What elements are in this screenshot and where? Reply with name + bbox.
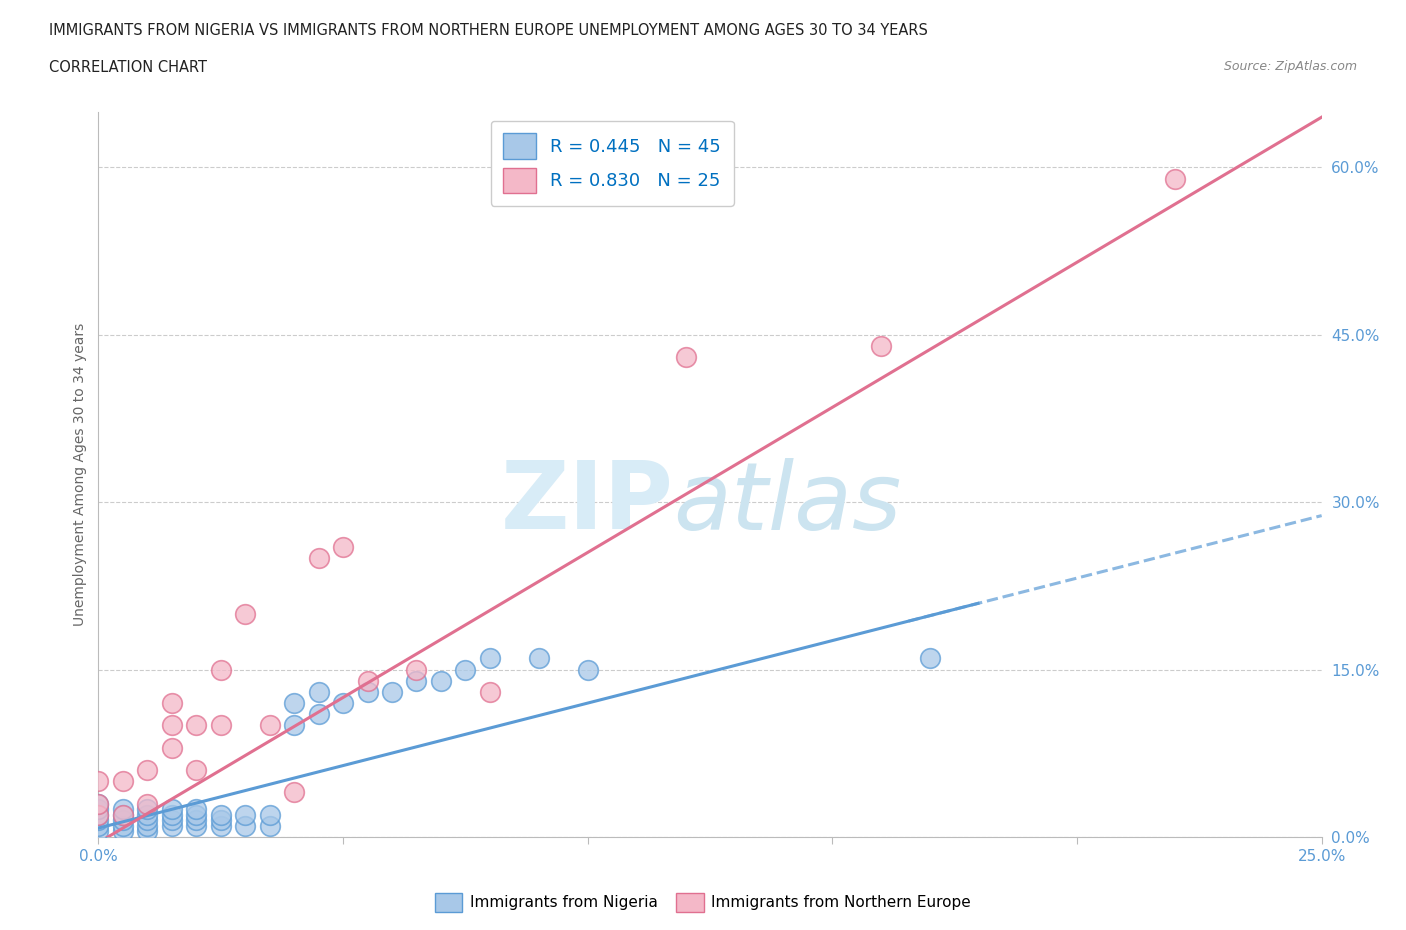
- Point: [675, 350, 697, 365]
- Point: [209, 807, 232, 822]
- Point: [478, 651, 501, 666]
- Point: [186, 763, 208, 777]
- Point: [283, 718, 305, 733]
- Point: [870, 339, 893, 353]
- Point: [356, 673, 378, 688]
- Point: [160, 818, 183, 833]
- Point: [111, 774, 134, 789]
- Point: [87, 807, 110, 822]
- Point: [136, 796, 159, 811]
- Point: [283, 785, 305, 800]
- Point: [576, 662, 599, 677]
- Point: [111, 813, 134, 828]
- Point: [186, 802, 208, 817]
- Point: [186, 818, 208, 833]
- Point: [332, 696, 354, 711]
- Text: ZIP: ZIP: [501, 458, 673, 550]
- Point: [308, 684, 330, 699]
- Point: [87, 796, 110, 811]
- Point: [87, 807, 110, 822]
- Point: [160, 696, 183, 711]
- Point: [87, 802, 110, 817]
- Point: [111, 807, 134, 822]
- Y-axis label: Unemployment Among Ages 30 to 34 years: Unemployment Among Ages 30 to 34 years: [73, 323, 87, 626]
- Point: [209, 718, 232, 733]
- Point: [186, 813, 208, 828]
- Point: [160, 802, 183, 817]
- Point: [405, 673, 427, 688]
- Text: IMMIGRANTS FROM NIGERIA VS IMMIGRANTS FROM NORTHERN EUROPE UNEMPLOYMENT AMONG AG: IMMIGRANTS FROM NIGERIA VS IMMIGRANTS FR…: [49, 23, 928, 38]
- Point: [209, 818, 232, 833]
- Point: [87, 796, 110, 811]
- Point: [527, 651, 550, 666]
- Point: [259, 818, 281, 833]
- Point: [111, 802, 134, 817]
- Point: [430, 673, 453, 688]
- Point: [136, 802, 159, 817]
- Point: [87, 774, 110, 789]
- Point: [87, 818, 110, 833]
- Point: [111, 818, 134, 833]
- Point: [136, 824, 159, 839]
- Point: [136, 807, 159, 822]
- Point: [160, 813, 183, 828]
- Point: [233, 807, 256, 822]
- Point: [136, 818, 159, 833]
- Point: [332, 539, 354, 554]
- Point: [186, 807, 208, 822]
- Point: [356, 684, 378, 699]
- Point: [233, 606, 256, 621]
- Point: [136, 763, 159, 777]
- Legend: Immigrants from Nigeria, Immigrants from Northern Europe: Immigrants from Nigeria, Immigrants from…: [429, 887, 977, 918]
- Point: [111, 807, 134, 822]
- Point: [160, 718, 183, 733]
- Point: [87, 824, 110, 839]
- Point: [454, 662, 477, 677]
- Point: [87, 813, 110, 828]
- Point: [259, 718, 281, 733]
- Point: [308, 707, 330, 722]
- Point: [136, 813, 159, 828]
- Point: [478, 684, 501, 699]
- Point: [160, 740, 183, 755]
- Point: [160, 807, 183, 822]
- Text: Source: ZipAtlas.com: Source: ZipAtlas.com: [1223, 60, 1357, 73]
- Point: [381, 684, 404, 699]
- Point: [308, 551, 330, 565]
- Point: [1164, 171, 1187, 186]
- Text: CORRELATION CHART: CORRELATION CHART: [49, 60, 207, 75]
- Point: [283, 696, 305, 711]
- Point: [209, 813, 232, 828]
- Text: atlas: atlas: [673, 458, 901, 549]
- Point: [920, 651, 942, 666]
- Point: [186, 718, 208, 733]
- Point: [259, 807, 281, 822]
- Point: [405, 662, 427, 677]
- Legend: R = 0.445   N = 45, R = 0.830   N = 25: R = 0.445 N = 45, R = 0.830 N = 25: [491, 121, 734, 206]
- Point: [111, 824, 134, 839]
- Point: [233, 818, 256, 833]
- Point: [209, 662, 232, 677]
